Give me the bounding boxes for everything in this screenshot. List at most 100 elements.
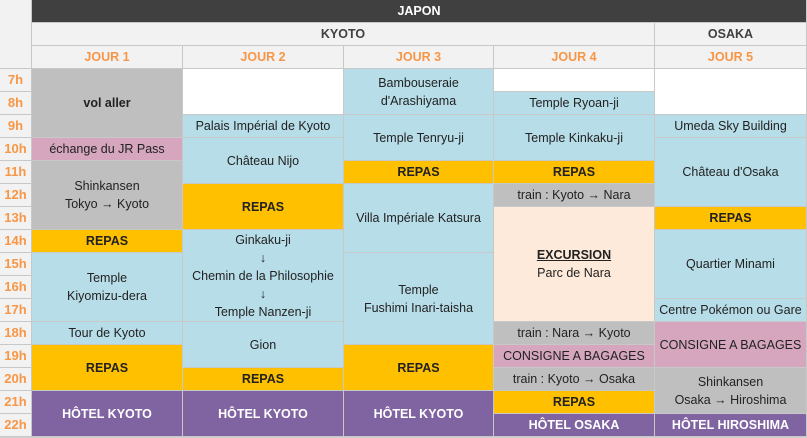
schedule-cell-visit[interactable]: Umeda Sky Building [655, 115, 807, 138]
schedule-cell-hotel[interactable]: HÔTEL HIROSHIMA [655, 414, 807, 437]
hour-label: 13h [0, 207, 32, 230]
schedule-cell-free[interactable] [494, 69, 655, 92]
cell-text: CONSIGNE A BAGAGES [503, 349, 645, 363]
hour-label: 14h [0, 230, 32, 253]
schedule-cell-meal[interactable]: REPAS [494, 391, 655, 414]
schedule-cell-meal[interactable]: REPAS [183, 368, 344, 391]
cell-text: HÔTEL KYOTO [62, 406, 152, 421]
schedule-cell-meal[interactable]: REPAS [494, 161, 655, 184]
schedule-cell-admin[interactable]: CONSIGNE A BAGAGES [655, 322, 807, 368]
cell-text: train : Kyoto → Nara [517, 188, 631, 202]
schedule-cell-meal[interactable]: REPAS [32, 345, 183, 391]
hour-label: 7h [0, 69, 32, 92]
day-header[interactable]: JOUR 1 [32, 46, 183, 69]
cell-text: HÔTEL KYOTO [218, 406, 308, 421]
cell-text: REPAS [397, 360, 440, 375]
cell-text: Château Nijo [226, 153, 300, 168]
hour-label: 15h [0, 253, 32, 276]
schedule-cell-visit[interactable]: Centre Pokémon ou Gare [655, 299, 807, 322]
cell-text: EXCURSION [536, 248, 612, 262]
schedule-cell-visit[interactable]: Temple Kiyomizu-dera [32, 253, 183, 322]
schedule-cell-hotel[interactable]: HÔTEL KYOTO [183, 391, 344, 437]
schedule-cell-visit[interactable]: Tour de Kyoto [32, 322, 183, 345]
country-header[interactable]: JAPON [32, 0, 807, 23]
cell-text: HÔTEL HIROSHIMA [671, 418, 790, 432]
schedule-cell-transport[interactable]: Shinkansen Tokyo → Kyoto [32, 161, 183, 230]
schedule-cell-visit[interactable]: Temple Tenryu-ji [344, 115, 494, 161]
day-header[interactable]: JOUR 3 [344, 46, 494, 69]
city-header[interactable]: OSAKA [655, 23, 807, 46]
cell-text: REPAS [709, 211, 752, 225]
cell-text: Kiyomizu-dera [67, 289, 147, 303]
schedule-cell-transport[interactable]: train : Nara → Kyoto [494, 322, 655, 345]
schedule-cell-free[interactable] [655, 69, 807, 115]
schedule-cell-meal[interactable]: REPAS [655, 207, 807, 230]
cell-text: Tokyo → Kyoto [64, 197, 150, 211]
schedule-cell-hotel[interactable]: HÔTEL OSAKA [494, 414, 655, 437]
hour-label: 20h [0, 368, 32, 391]
schedule-cell-admin[interactable]: CONSIGNE A BAGAGES [494, 345, 655, 368]
hour-label: 10h [0, 138, 32, 161]
cell-text: Villa Impériale Katsura [356, 211, 481, 225]
schedule-cell-transport[interactable]: train : Kyoto → Osaka [494, 368, 655, 391]
schedule-cell-visit[interactable]: Temple Fushimi Inari-taisha [344, 253, 494, 345]
hour-label: 8h [0, 92, 32, 115]
cell-text: Temple Ryoan-ji [529, 96, 619, 110]
corner-cell [0, 0, 32, 69]
schedule-cell-visit[interactable]: Temple Kinkaku-ji [494, 115, 655, 161]
cell-text: Shinkansen [74, 179, 140, 193]
schedule-cell-hotel[interactable]: HÔTEL KYOTO [32, 391, 183, 437]
cell-text: Temple Nanzen-ji [214, 304, 312, 319]
cell-text: vol aller [83, 96, 131, 110]
hour-label: 9h [0, 115, 32, 138]
hour-label: 19h [0, 345, 32, 368]
day-header[interactable]: JOUR 5 [655, 46, 807, 69]
city-header[interactable]: KYOTO [32, 23, 655, 46]
schedule-cell-visit[interactable]: Ginkaku-ji ↓ Chemin de la Philosophie ↓ Temp… [183, 230, 344, 322]
cell-text: Temple [86, 271, 128, 285]
hour-label: 22h [0, 414, 32, 437]
schedule-cell-meal[interactable]: REPAS [183, 184, 344, 230]
schedule-cell-visit[interactable]: Château Nijo [183, 138, 344, 184]
cell-text: Shinkansen [697, 374, 764, 389]
hour-label: 18h [0, 322, 32, 345]
schedule-cell-visit[interactable]: Château d'Osaka [655, 138, 807, 207]
schedule-cell-visit[interactable]: Villa Impériale Katsura [344, 184, 494, 253]
schedule-cell-visit[interactable]: Bambouseraie d'Arashiyama [344, 69, 494, 115]
cell-text: ↓ [259, 286, 267, 301]
cell-text: Gion [249, 337, 277, 352]
cell-text: Palais Impérial de Kyoto [195, 119, 331, 133]
cell-text: Quartier Minami [686, 257, 775, 271]
schedule-cell-transport[interactable]: train : Kyoto → Nara [494, 184, 655, 207]
schedule-cell-meal[interactable]: REPAS [344, 161, 494, 184]
cell-text: Osaka → Hiroshima [674, 392, 787, 407]
cell-text: Temple Kinkaku-ji [525, 130, 623, 145]
schedule-cell-meal[interactable]: REPAS [344, 345, 494, 391]
cell-text: Parc de Nara [537, 266, 611, 280]
cell-text: Bambouseraie [378, 75, 459, 90]
schedule-cell-excursion[interactable]: EXCURSION Parc de Nara [494, 207, 655, 322]
schedule-cell-admin[interactable]: échange du JR Pass [32, 138, 183, 161]
cell-text: ↓ [259, 250, 267, 265]
schedule-cell-visit[interactable]: Temple Ryoan-ji [494, 92, 655, 115]
cell-text: Château d'Osaka [682, 165, 779, 179]
schedule-cell-visit[interactable]: Gion [183, 322, 344, 368]
hour-label: 17h [0, 299, 32, 322]
schedule-cell-transport[interactable]: Shinkansen Osaka → Hiroshima [655, 368, 807, 414]
schedule-cell-hotel[interactable]: HÔTEL KYOTO [344, 391, 494, 437]
cell-text: HÔTEL KYOTO [373, 406, 464, 421]
hour-label: 21h [0, 391, 32, 414]
hour-label: 16h [0, 276, 32, 299]
cell-text: REPAS [241, 372, 285, 386]
schedule-cell-meal[interactable]: REPAS [32, 230, 183, 253]
schedule-cell-transport[interactable]: vol aller [32, 69, 183, 138]
day-header[interactable]: JOUR 2 [183, 46, 344, 69]
schedule-cell-visit[interactable]: Palais Impérial de Kyoto [183, 115, 344, 138]
cell-text: Umeda Sky Building [674, 119, 787, 133]
schedule-cell-free[interactable] [183, 69, 344, 115]
day-header[interactable]: JOUR 4 [494, 46, 655, 69]
schedule-cell-visit[interactable]: Quartier Minami [655, 230, 807, 299]
cell-text: train : Kyoto → Osaka [512, 372, 636, 386]
cell-text: REPAS [397, 165, 440, 179]
cell-text: Ginkaku-ji [235, 232, 291, 247]
